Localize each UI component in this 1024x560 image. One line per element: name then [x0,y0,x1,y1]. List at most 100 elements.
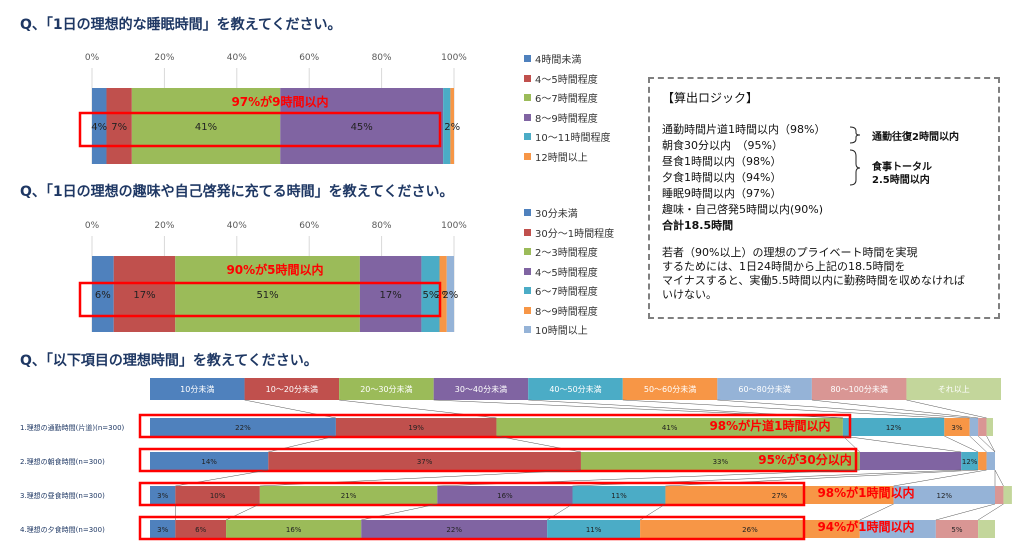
bar-data-label: 11% [611,492,627,500]
connector-line [994,469,1004,487]
axis-tick-label: 0% [85,53,100,63]
bar-data-label: 6% [95,290,111,301]
bar-segment [361,520,548,538]
header-category-cell [622,378,718,400]
legend-item: 8～9時間程度 [524,108,610,128]
highlight-label: 94%が1時間以内 [817,519,914,534]
bar-data-label: 27% [772,492,788,500]
legend-swatch [524,306,531,314]
highlight-box [138,413,852,439]
row-category-label: 4.理想の夕食時間(n=300) [20,525,105,534]
legend-swatch [524,326,531,334]
bar-segment [665,486,894,504]
legend-item: 2～3時間程度 [524,242,614,262]
logic-line: 通勤時間片道1時間以内（98%） [662,123,826,136]
bar-segment [437,486,573,504]
bar-data-label: 37% [417,458,433,466]
bar-segment [150,418,336,436]
header-category-cell [717,378,812,400]
header-category-label: 10分未満 [180,384,214,394]
legend-label: 4時間未満 [535,55,582,67]
legend-swatch [524,248,531,256]
legend-swatch [524,152,531,160]
connector-line [986,435,996,453]
bar-data-label: 16% [497,492,513,500]
logic-line: 朝食30分以内 （95%） [662,139,783,152]
bar-segment [859,520,936,538]
axis-tick-label: 20% [154,53,174,63]
logic-header: 【算出ロジック】 [662,91,759,105]
bar-segment [280,88,444,164]
bar-data-label: 12% [962,458,978,466]
bar-data-label: 5% [951,526,962,534]
bar-segment [547,520,641,538]
legend-item: 6～7時間程度 [524,88,610,108]
legend-swatch [524,133,531,141]
legend-label: 8～9時間程度 [535,306,598,318]
bar-segment [969,418,979,436]
bar-segment [944,418,970,436]
logic-note-line: マイナスすると、実働5.5時間以内に勤務時間を収めなければ [662,274,965,287]
bar-segment [150,486,176,504]
highlight-box [138,515,806,541]
legend-swatch [524,267,531,275]
highlight-box [138,447,858,473]
logic-note: 若者（90%以上）の理想のプライベート時間を実現 するためには、1日24時間から… [662,246,986,302]
bar-data-label: 22% [446,526,462,534]
header-category-cell [811,378,907,400]
bar-segment [995,486,1004,504]
legend-item: 10時間以上 [524,320,614,340]
header-category-label: 80～100分未満 [830,384,887,394]
bar-segment [450,88,454,164]
bar-segment [150,520,176,538]
bar-segment [893,486,995,504]
bar-data-label: 12% [886,424,902,432]
bar-data-label: 2% [435,290,451,301]
highlight-label: 90%が5時間以内 [226,262,323,277]
legend-label: 6～7時間程度 [535,287,598,299]
legend-item: 30分～1時間程度 [524,223,614,243]
logic-line: 夕食1時間以内（94%） [662,171,782,184]
bar-segment [496,418,843,436]
legend-item: 30分未満 [524,203,614,223]
axis-tick-label: 40% [227,221,247,231]
logic-total: 合計18.5時間 [662,219,734,232]
connector-line [944,435,979,453]
logic-line: 昼食1時間以内（98%） [662,155,782,168]
header-category-label: 10～20分未満 [266,384,318,394]
header-category-label: 60～80分未満 [738,384,790,394]
bar-data-label: 11% [586,526,602,534]
bar-segment [978,452,987,470]
bar-data-label: 45% [351,122,373,133]
bar-data-label: 17% [380,290,402,301]
bar-data-label: 12% [937,492,953,500]
connector-line [842,435,962,453]
axis-tick-label: 80% [372,53,392,63]
highlight-label: 98%が片道1時間以内 [709,418,830,433]
logic-note-line: するためには、1日24時間から上記の18.5時間を [662,260,906,273]
connector-line [969,435,987,453]
bar-segment [842,418,945,436]
axis-tick-label: 100% [441,221,467,231]
right-mask [993,415,996,445]
legend-swatch [524,287,531,295]
bar-segment [335,418,497,436]
bar-data-label: 2% [442,290,458,301]
highlight-box [138,481,806,507]
bar-data-label: 10% [210,492,226,500]
legend-label: 4～5時間程度 [535,74,598,86]
bar-segment [859,452,962,470]
highlight-box [78,281,442,318]
bar-data-label: 21% [341,492,357,500]
connector-line [859,503,894,521]
legend-label: 10時間以上 [535,326,588,338]
logic-line: 睡眠9時間以内（97%） [662,187,782,200]
bar-data-label: 51% [256,290,278,301]
q1-legend: 4時間未満 4～5時間程度 6～7時間程度 8～9時間程度 10～11時間程度 12時間以… [524,49,610,166]
logic-braces [849,126,861,186]
logic-note-line: 若者（90%以上）の理想のプライベート時間を実現 [662,246,918,259]
bar-data-label: 14% [201,458,217,466]
header-category-cell [528,378,623,400]
q3-title: Q、「以下項目の理想時間」を教えてください。 [20,353,318,369]
axis-tick-label: 60% [299,53,319,63]
